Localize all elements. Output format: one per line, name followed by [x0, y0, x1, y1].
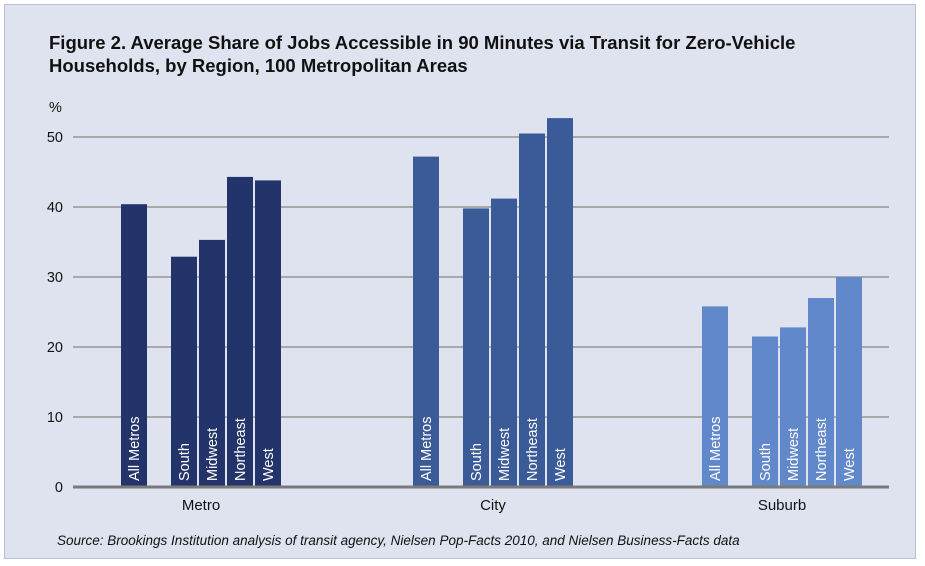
chart-panel: Figure 2. Average Share of Jobs Accessib… [4, 4, 916, 559]
bar-label: Northeast [233, 418, 249, 481]
bar [780, 327, 806, 487]
bar [255, 180, 281, 487]
bar [171, 256, 197, 487]
bar-label: Northeast [525, 418, 541, 481]
bar-label: Midwest [786, 428, 802, 481]
bar-label: All Metros [127, 417, 143, 481]
bar [413, 156, 439, 487]
bar [702, 306, 728, 487]
bar-label: Midwest [497, 428, 513, 481]
bar-label: Northeast [814, 418, 830, 481]
chart-title: Figure 2. Average Share of Jobs Accessib… [49, 32, 796, 76]
bar-label: All Metros [419, 417, 435, 481]
bar [808, 298, 834, 487]
y-tick-label: 40 [47, 200, 63, 216]
bar-label: South [758, 443, 774, 481]
bar [121, 204, 147, 487]
y-tick-label: 30 [47, 270, 63, 286]
bar-label: West [842, 448, 858, 481]
bar-label: Midwest [205, 428, 221, 481]
x-category-label: Suburb [758, 497, 806, 514]
bar [227, 176, 253, 487]
y-tick-label: 20 [47, 340, 63, 356]
y-tick-label: 50 [47, 130, 63, 146]
bar [752, 336, 778, 487]
bar [463, 208, 489, 487]
bar-label: South [177, 443, 193, 481]
source-note: Source: Brookings Institution analysis o… [57, 533, 740, 548]
bar-label: West [553, 448, 569, 481]
bar-chart: 0 10 20 30 40 50% All Metros South Midwest Northe… [47, 100, 889, 514]
y-tick-label: 0 [55, 480, 63, 496]
x-category-label: City [480, 497, 506, 514]
bar [519, 133, 545, 487]
bar-label: West [261, 448, 277, 481]
bar-label: All Metros [708, 417, 724, 481]
bar [547, 118, 573, 487]
bar [199, 239, 225, 487]
bar [836, 277, 862, 487]
bar-label: South [469, 443, 485, 481]
bar [491, 198, 517, 487]
y-tick-label: 10 [47, 410, 63, 426]
x-category-label: Metro [182, 497, 220, 514]
y-axis-label: % [49, 100, 62, 116]
